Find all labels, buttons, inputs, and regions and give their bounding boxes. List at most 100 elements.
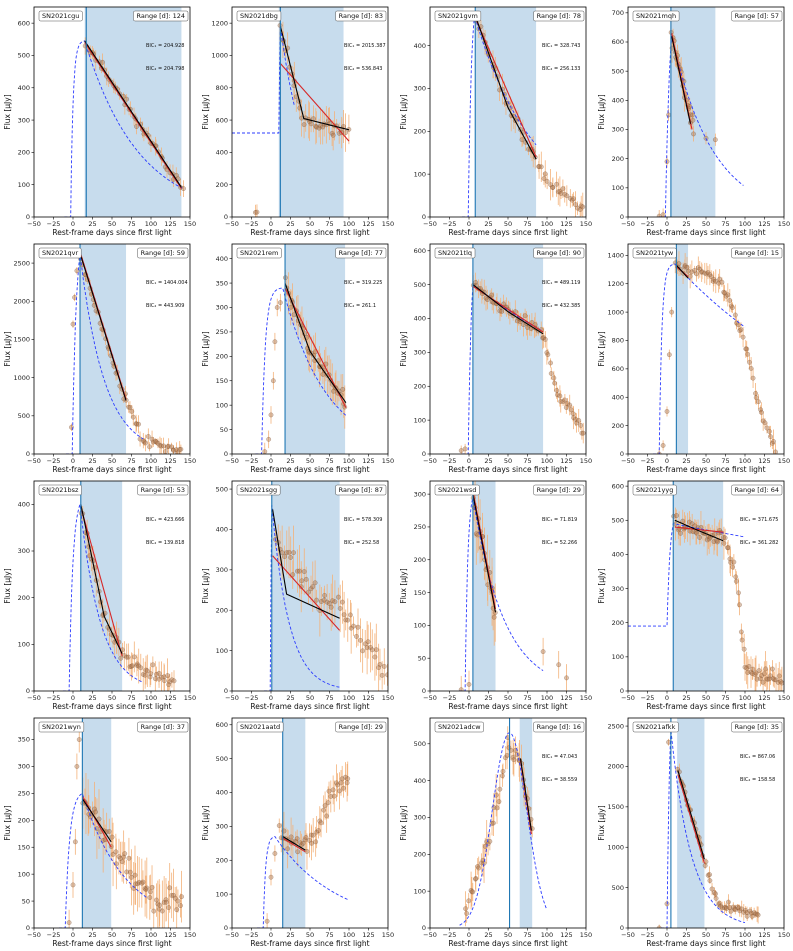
x-tick-label: 50 [306,220,314,228]
x-axis-label: Rest-frame days since first light [52,702,171,711]
data-point [728,908,734,914]
data-point [511,757,517,763]
x-tick-label: −25 [443,694,457,702]
x-tick-label: 75 [325,220,333,228]
y-tick-label: 200 [612,619,624,627]
data-point [730,564,736,570]
x-tick-label: 50 [504,457,512,465]
x-tick-label: −25 [641,694,655,702]
x-tick-label: 100 [343,457,355,465]
y-tick-label: 300 [216,823,228,831]
data-point [291,550,296,556]
data-point [578,422,584,428]
data-point [464,911,470,916]
x-tick-label: 150 [184,694,196,702]
data-point [316,828,321,833]
x-tick-label: 25 [286,220,294,228]
sn-name-box: SN2021cgu [38,10,83,22]
data-point [385,672,388,678]
x-tick-label: −50 [225,220,239,228]
x-tick-label: 75 [127,220,135,228]
fit-one-segment [272,509,340,619]
y-tick-label: 400 [216,789,228,797]
x-tick-label: 100 [145,457,157,465]
data-point [711,539,717,545]
y-tick-label: 0 [224,213,228,221]
data-point [746,663,752,669]
data-point [748,365,754,371]
data-point [560,186,566,192]
sn-name-box: SN2021tlq [434,247,476,259]
data-point [288,834,294,840]
sn-name-box: SN2021qvr [38,247,82,259]
y-tick-label: 50 [220,426,228,434]
fit-two-segment [279,63,350,142]
fit-range-label: Range [d]: 64 [735,486,779,494]
data-point [493,792,499,798]
bic-annotation: BIC₁ = 489.119 [542,280,580,286]
plot-area [462,7,586,217]
sn-name-box: SN2021aatd [236,721,284,733]
data-point [666,112,671,118]
plot-area [656,7,744,217]
data-point [355,624,361,630]
x-tick-label: 25 [484,931,492,939]
y-axis-label: Flux [µJy] [399,94,408,129]
fit-range-box: Range [d]: 64 [731,484,783,496]
panel-sn2021aatd: −50 −25 0 25 50 75 100 125 150 0 100 200 300 400 500 60… [201,717,394,948]
data-point [274,305,280,310]
plot-area [459,718,548,928]
data-point [351,623,356,629]
data-point [727,298,733,303]
data-point [712,137,718,143]
data-point [558,191,564,196]
panel-sn2021sgg: −50 −25 0 25 50 75 100 125 150 0 100 200 300 400 500 Re… [201,480,394,711]
panel-sn2021gvm: −50 −25 0 25 50 75 100 125 150 0 100 200 300 400 Rest-… [399,6,592,237]
x-tick-label: −50 [423,694,437,702]
data-point [70,882,76,888]
x-tick-label: 25 [682,220,690,228]
data-point [303,835,309,840]
data-point [548,360,553,366]
y-tick-label: 600 [612,38,624,46]
y-axis-label: Flux [µJy] [3,331,12,366]
data-point [580,430,586,436]
data-point [499,308,505,314]
fit-two-segment [84,42,182,189]
data-point [134,124,139,129]
y-tick-label: 400 [612,97,624,105]
fit-range-label: Range [d]: 77 [339,249,383,257]
panel-sn2021rem: −50 −25 0 25 50 75 100 125 150 0 50 100 150 200 250 300… [201,243,394,474]
x-tick-label: −25 [443,931,457,939]
data-point [154,439,159,445]
data-point [563,405,569,410]
data-point [669,309,675,315]
data-point [711,276,717,282]
data-point [732,312,738,318]
data-point [295,849,301,855]
x-tick-label: 0 [467,220,471,228]
y-tick-label: 300 [414,490,426,498]
data-point [694,530,700,536]
axes-frame [429,480,587,692]
x-tick-label: 50 [306,694,314,702]
data-point [321,807,327,813]
data-point [127,404,133,410]
data-point [773,449,778,454]
data-point [715,539,720,545]
y-axis-label: Flux [µJy] [597,331,606,366]
data-point [776,673,782,679]
x-tick-label: 75 [325,457,333,465]
y-axis-label: Flux [µJy] [3,805,12,840]
fit-range-shade [278,7,344,217]
x-tick-label: 150 [382,220,394,228]
data-point [373,647,379,653]
x-tick-label: 100 [739,457,751,465]
y-tick-label: 1500 [607,803,624,811]
fit-range-label: Range [d]: 124 [136,12,185,20]
data-point [166,905,172,910]
data-point [318,599,324,604]
data-point [736,905,742,911]
data-point [768,434,773,439]
data-point [716,900,722,906]
